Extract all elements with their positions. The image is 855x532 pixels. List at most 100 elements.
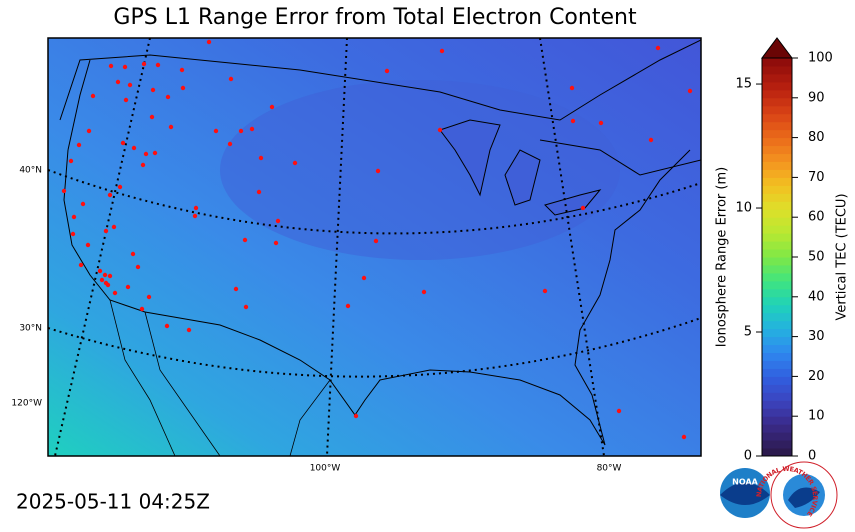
map-frame: [47, 37, 702, 457]
lon-label: 120°W: [11, 399, 42, 409]
right-tick-label: 100: [808, 51, 833, 66]
station-dot: [123, 97, 129, 103]
station-dot: [193, 205, 199, 211]
station-dot: [421, 289, 427, 295]
left-tick-label: 15: [735, 77, 752, 92]
station-dot: [375, 168, 381, 174]
station-dot: [373, 238, 379, 244]
colorbar-step: [762, 105, 792, 115]
station-dot: [345, 303, 351, 309]
station-dot: [168, 124, 174, 130]
us-outline: [63, 59, 691, 446]
left-tick-label: 10: [735, 201, 752, 216]
colorbar-step: [762, 424, 792, 433]
right-tick-label: 80: [808, 130, 825, 145]
colorbar-step: [762, 272, 792, 282]
station-dot: [111, 224, 117, 230]
colorbar-step: [762, 185, 792, 194]
colorbar-step: [762, 58, 792, 67]
colorbar-step: [762, 217, 792, 226]
station-dot: [164, 323, 170, 329]
station-dot: [108, 63, 114, 69]
colorbar-step: [762, 320, 792, 330]
station-dot: [107, 192, 113, 198]
station-dot: [648, 137, 654, 143]
station-dot: [131, 145, 137, 151]
station-dot: [120, 140, 126, 146]
colorbar-step: [762, 193, 792, 202]
colorbar-step: [762, 121, 792, 131]
station-dot: [233, 286, 239, 292]
right-tick-label: 60: [808, 210, 825, 225]
station-dot: [115, 79, 121, 85]
station-dot: [86, 128, 92, 134]
colorbar-step: [762, 328, 792, 338]
noaa-text: NOAA: [732, 478, 758, 487]
right-tick-label: 50: [808, 250, 825, 265]
colorbar-step: [762, 113, 792, 123]
station-dot: [186, 327, 192, 333]
colorbar-step: [762, 201, 792, 210]
great-lakes: [439, 119, 602, 216]
station-dot: [243, 304, 249, 310]
right-tick-label: 90: [808, 90, 825, 105]
colorbar-step: [762, 384, 792, 393]
colorbar-step: [762, 368, 792, 377]
colorbar-left-label: Ionosphere Range Error (m): [715, 167, 730, 347]
colorbar-step: [762, 448, 792, 457]
station-dot: [80, 201, 86, 207]
station-dot: [125, 284, 131, 290]
noaa-wave: [720, 482, 770, 505]
station-dot: [130, 251, 136, 257]
station-dot: [99, 277, 105, 283]
colorbar-step: [762, 440, 792, 449]
station-dot: [616, 408, 622, 414]
tec-contour: [220, 80, 620, 260]
station-dot: [180, 85, 186, 91]
station-dot: [273, 240, 279, 246]
station-dot: [127, 82, 133, 88]
station-dot: [68, 158, 74, 164]
station-dot: [105, 282, 111, 288]
colorbar-step: [762, 65, 792, 75]
station-dot: [598, 120, 604, 126]
graticule: [48, 38, 701, 456]
colorbar-step: [762, 416, 792, 425]
colorbar-step: [762, 264, 792, 274]
station-dot: [569, 85, 575, 91]
right-tick-label: 0: [808, 449, 816, 464]
station-dot: [238, 128, 244, 134]
station-dot: [192, 213, 198, 219]
stations: [61, 39, 693, 440]
station-dot: [112, 290, 118, 296]
colorbar-step: [762, 153, 792, 162]
station-dot: [143, 151, 149, 157]
station-dot: [258, 155, 264, 161]
colorbar-step: [762, 169, 792, 178]
colorbar-step: [762, 249, 792, 258]
colorbar-right-label: Vertical TEC (TECU): [835, 193, 850, 320]
station-dot: [149, 114, 155, 120]
station-dot: [152, 150, 158, 156]
station-dot: [85, 242, 91, 248]
station-dot: [353, 413, 359, 419]
lat-label: 40°N: [19, 166, 42, 176]
station-dot: [242, 237, 248, 243]
colorbar-extend: [761, 37, 793, 59]
canada-border: [59, 39, 701, 176]
station-dot: [71, 214, 77, 220]
colorbar-step: [762, 73, 792, 83]
lon-label: 80°W: [597, 464, 622, 474]
station-dot: [103, 228, 109, 234]
colorbar-step: [762, 225, 792, 234]
station-dot: [107, 273, 113, 279]
station-dot: [292, 160, 298, 166]
station-dot: [139, 306, 145, 312]
colorbar-step: [762, 376, 792, 385]
title: GPS L1 Range Error from Total Electron C…: [113, 5, 637, 30]
colorbar-step: [762, 344, 792, 354]
station-dot: [140, 162, 146, 168]
colorbar-step: [762, 288, 792, 298]
left-tick-label: 5: [744, 325, 752, 340]
